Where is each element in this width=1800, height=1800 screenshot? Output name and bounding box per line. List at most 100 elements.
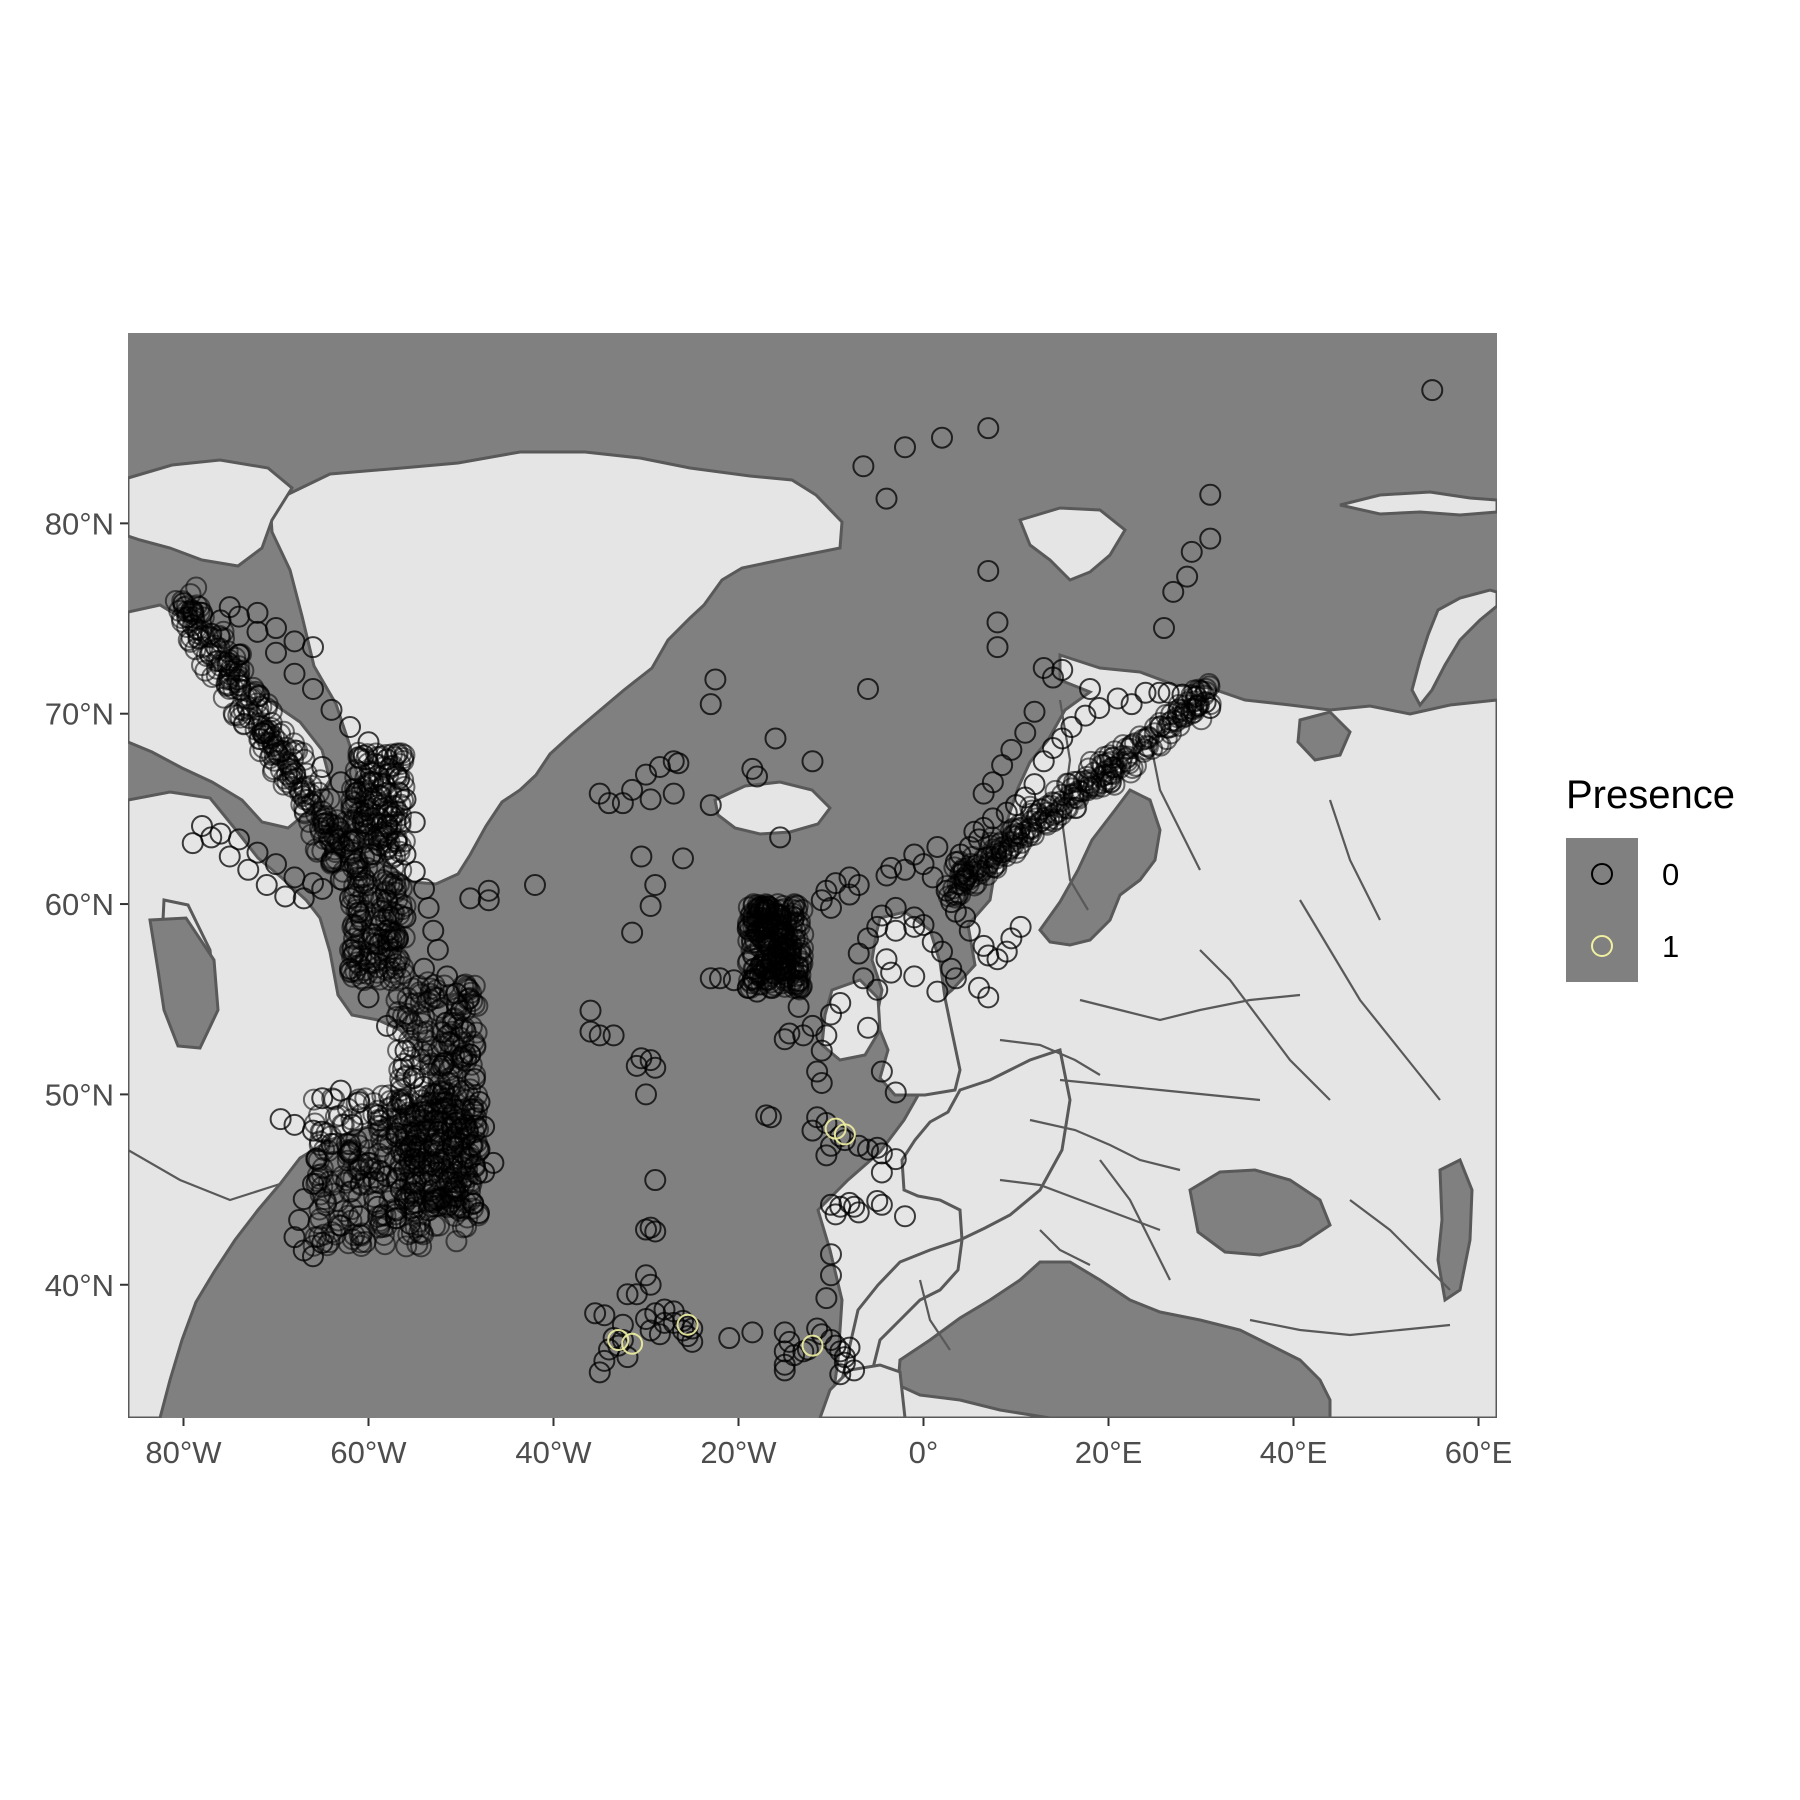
data-point-0 [385,1199,408,1222]
data-point-1 [676,1313,699,1336]
data-point [971,859,994,882]
data-point [378,872,401,895]
data-point-0 [588,782,611,805]
data-point [404,1216,427,1239]
data-point-0 [820,1193,842,1216]
data-point-0 [875,487,898,510]
data-point-1 [801,1334,824,1357]
data-point-0 [524,874,546,897]
data-point [389,804,412,827]
data-point-0 [320,698,343,721]
data-point-0 [746,765,768,788]
data-point [256,693,279,716]
land-franz-josef [1339,490,1497,517]
data-point [369,777,392,800]
data-point-0 [625,1283,648,1306]
data-point [1135,734,1158,757]
data-point-0 [709,967,731,990]
data-point-0 [477,879,500,902]
data-point [350,1234,373,1257]
data-point [391,1092,414,1115]
data-point [1021,799,1044,822]
data-point-0 [829,1363,852,1386]
data-point [466,994,489,1017]
data-point-0 [394,906,417,929]
data-point [451,1216,474,1239]
data-point [408,1115,431,1138]
data-point-0 [200,826,223,849]
data-point [207,649,230,672]
data-point-0 [653,1311,676,1334]
data-point [1154,703,1177,726]
data-point-0 [778,1022,801,1045]
data-point [1017,825,1040,848]
y-tick-label: 40°N [45,1268,114,1303]
data-point-0 [829,1340,852,1363]
data-point-0 [838,866,861,889]
data-point-0 [440,1115,463,1138]
water-baltic [1038,788,1162,947]
data-point [362,1166,385,1189]
data-point-0 [1199,696,1222,719]
data-point [774,957,797,980]
data-point-0 [1148,681,1171,704]
data-point [388,1159,411,1182]
data-point-0 [796,1338,819,1361]
data-point-1 [621,1332,644,1355]
data-point-0 [986,611,1009,634]
data-point-0 [1171,683,1194,706]
data-point-0 [639,788,662,811]
data-point-0 [403,811,426,834]
data-point-0 [265,617,287,640]
data-point-0 [357,986,380,1009]
data-point-0 [866,1190,889,1212]
data-point-0 [672,847,694,870]
data-point-0 [376,748,398,771]
data-point-0 [246,841,269,864]
data-point-0 [977,986,1000,1009]
data-point [445,1230,468,1253]
data-point [306,1170,329,1193]
data-point-0 [482,1151,505,1174]
data-point-0 [857,677,879,700]
data-point-0 [366,794,389,817]
land-western-europe [828,1048,1072,1418]
data-point [435,1170,458,1193]
data-point-0 [339,830,361,853]
data-point-0 [339,716,361,739]
data-point-0 [699,693,722,716]
data-point-0 [436,965,459,988]
data-point [460,1173,483,1196]
data-point [750,895,773,918]
data-point-0 [302,677,324,700]
data-point-0 [348,1091,371,1114]
data-point-0 [1042,666,1064,689]
data-point [781,968,804,991]
data-point [784,928,807,951]
data-point-0 [648,1323,671,1346]
data-point-0 [422,1132,445,1155]
data-point-0 [320,1132,343,1155]
data-point-0 [1106,687,1129,710]
data-point-0 [288,1209,311,1232]
data-point-0 [593,1349,616,1372]
data-point [458,986,481,1009]
data-point-0 [454,1020,477,1043]
data-point-0 [468,1138,491,1161]
data-point-0 [884,896,907,919]
data-point [340,894,363,917]
data-point [985,847,1008,870]
data-point [232,699,255,722]
x-tick-label: 60°W [330,1435,407,1470]
legend-title: Presence [1566,773,1735,817]
data-point-0 [292,887,315,910]
land-ellesmere [128,458,294,568]
data-point-0 [329,1079,352,1102]
data-point [1052,793,1075,816]
data-point-0 [1009,915,1032,938]
data-point [417,1043,440,1066]
data-point [780,904,803,927]
data-point-0 [810,1071,833,1094]
data-point-0 [1074,704,1097,727]
data-point-0 [880,856,903,879]
